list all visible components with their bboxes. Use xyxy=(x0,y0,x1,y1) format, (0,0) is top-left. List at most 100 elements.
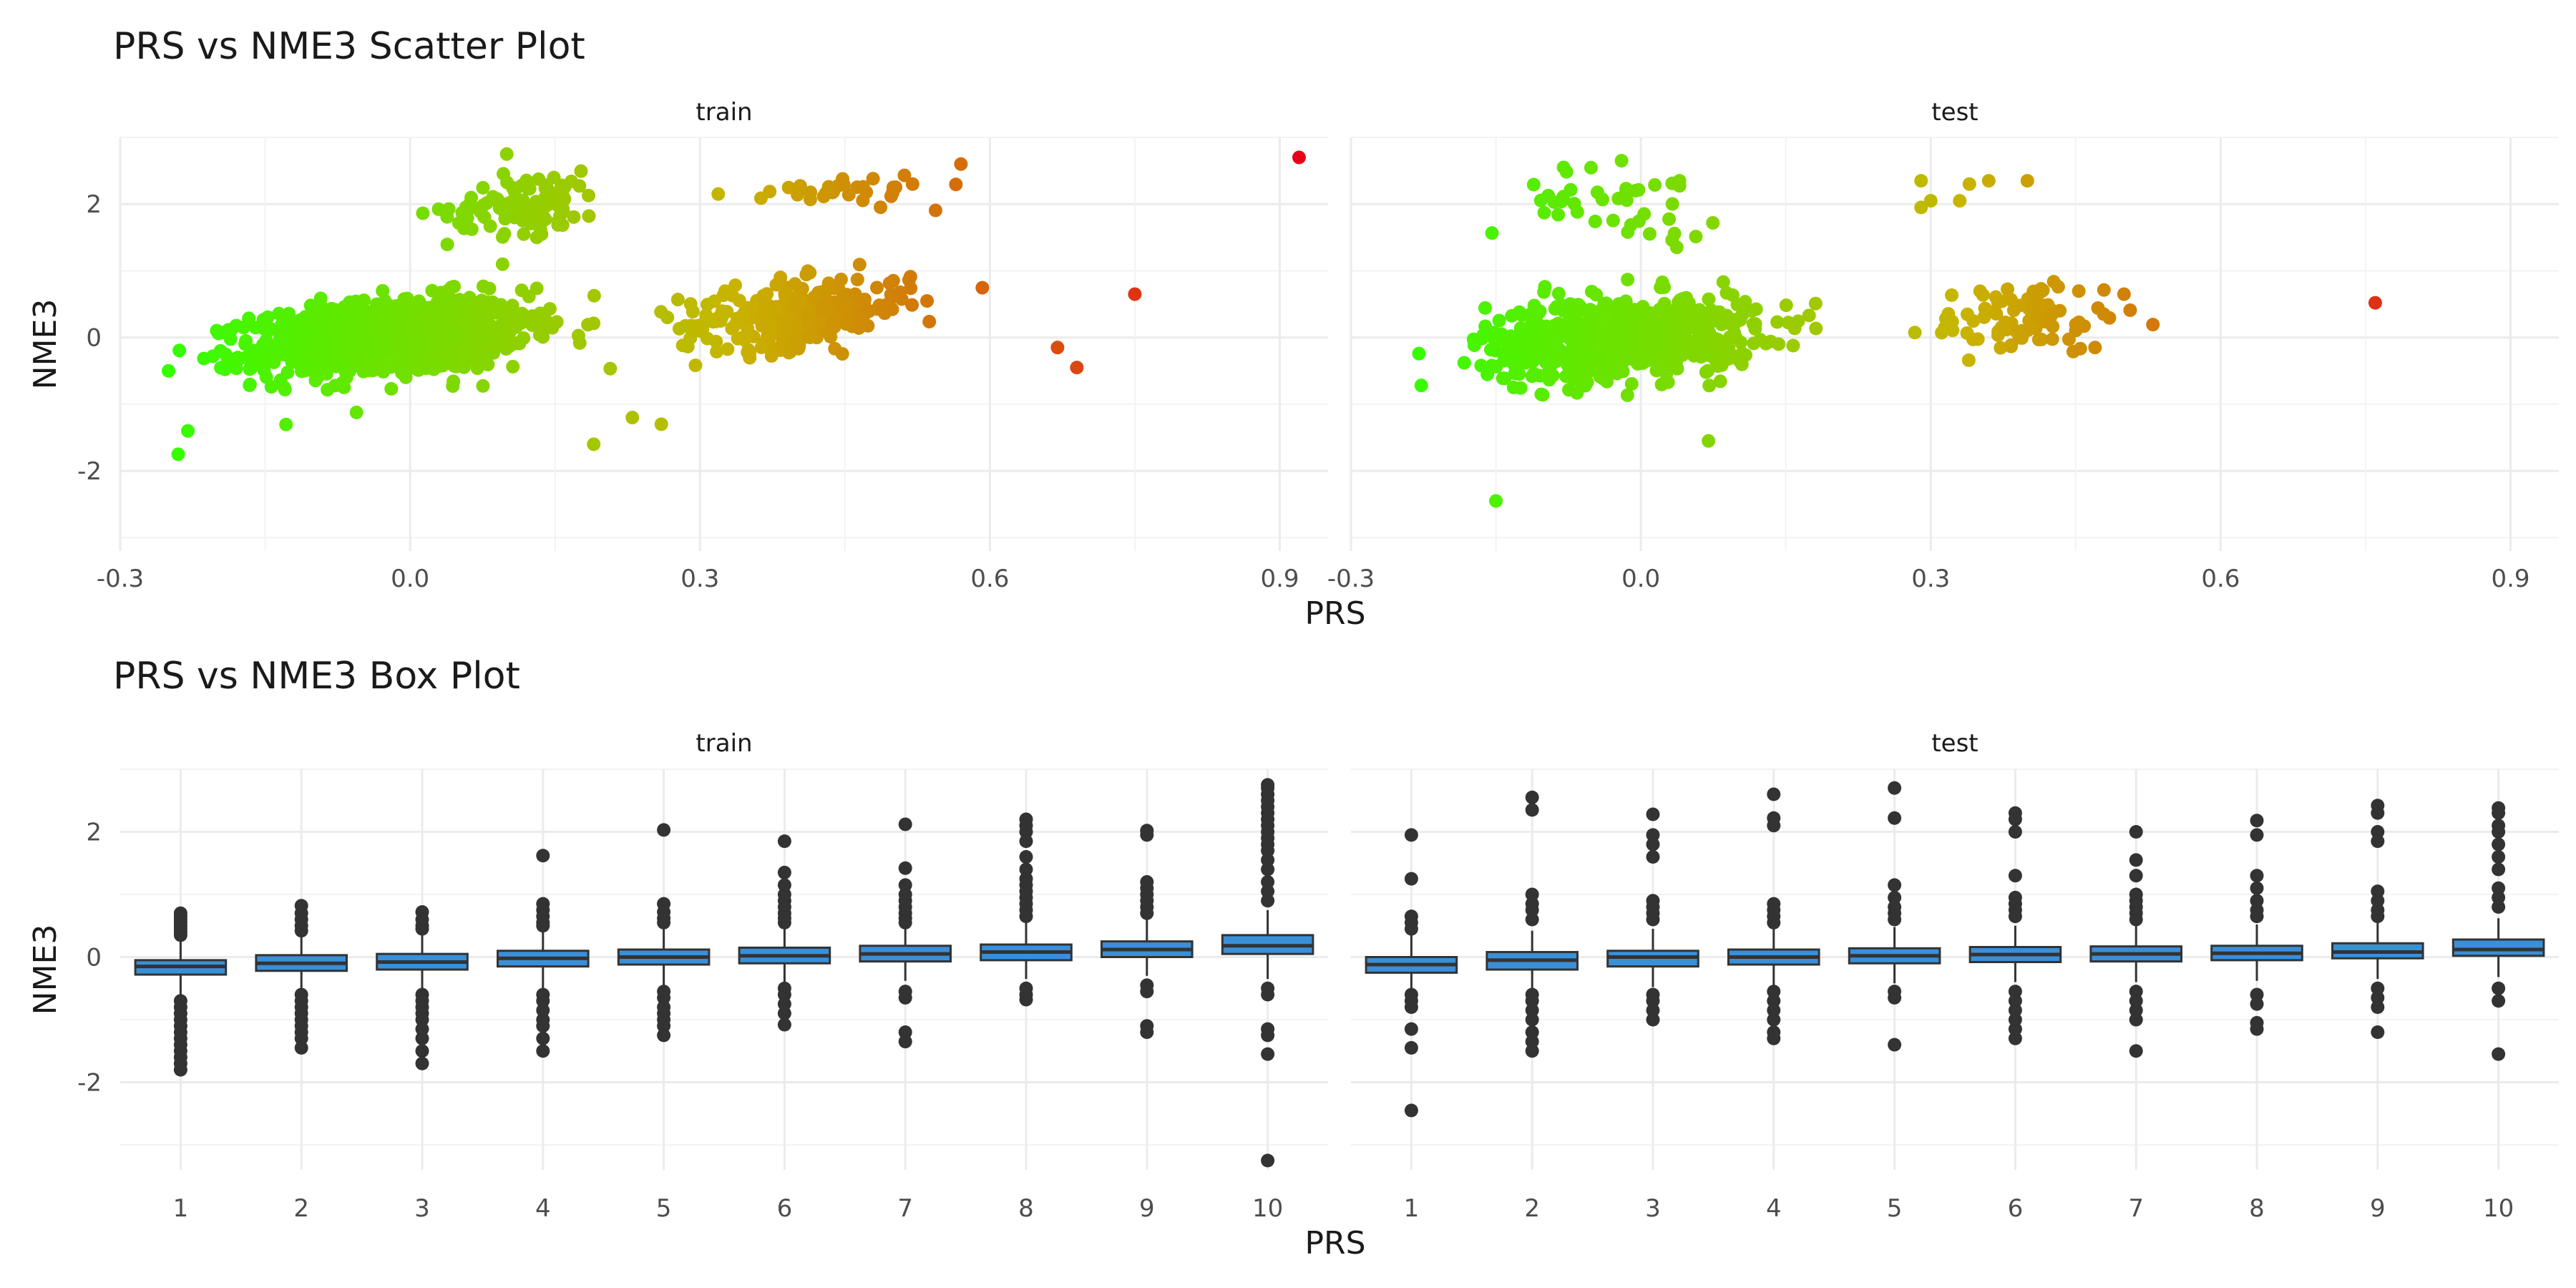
scatter-point xyxy=(1659,353,1674,367)
scatter-point xyxy=(1672,174,1687,188)
scatter-point xyxy=(1474,358,1488,373)
scatter-point xyxy=(1997,322,2011,336)
scatter-point xyxy=(277,380,291,394)
scatter-point xyxy=(172,343,187,358)
box-outlier xyxy=(2250,828,2264,842)
box-outlier xyxy=(2008,1003,2022,1018)
scatter-point xyxy=(497,227,512,241)
scatter-point xyxy=(482,281,497,296)
box-outlier xyxy=(1261,1028,1275,1043)
scatter-point xyxy=(1631,353,1646,368)
x-tick-label: 8 xyxy=(2249,1194,2265,1223)
scatter-point xyxy=(1128,287,1142,301)
box-outlier xyxy=(898,878,912,892)
box-outlier xyxy=(2492,890,2506,904)
scatter-point xyxy=(1050,341,1065,355)
scatter-point xyxy=(1584,160,1598,175)
scatter-point xyxy=(426,351,441,365)
scatter-point xyxy=(392,307,406,321)
scatter-point xyxy=(1713,374,1727,389)
y-tick-label: 0 xyxy=(86,324,102,353)
box-outlier xyxy=(1525,1025,1539,1039)
box-outlier xyxy=(1767,1013,1781,1027)
box-outlier xyxy=(1261,884,1275,899)
scatter-point xyxy=(1604,345,1619,359)
scatter-point xyxy=(683,297,698,311)
scatter-point xyxy=(384,381,399,396)
scatter-point xyxy=(1729,331,1743,345)
x-tick-label: 0.9 xyxy=(1260,565,1299,593)
scatter-point xyxy=(1521,338,1535,352)
x-tick-label: 2 xyxy=(293,1194,309,1223)
box-outlier xyxy=(2492,850,2506,864)
box-outlier xyxy=(415,922,429,936)
box-outlier xyxy=(1888,912,1902,927)
scatter-point xyxy=(701,331,715,346)
box-outlier xyxy=(173,1063,187,1077)
box-4 xyxy=(1727,787,1820,1045)
box-outlier xyxy=(657,823,671,837)
box-outlier xyxy=(2250,869,2264,883)
scatter-point xyxy=(1738,295,1752,309)
x-tick-label: 0.0 xyxy=(1621,565,1660,593)
scatter-point xyxy=(343,295,357,309)
scatter-point xyxy=(1662,212,1677,226)
scatter-point xyxy=(313,352,328,366)
scatter-point xyxy=(1498,371,1512,386)
box-outlier xyxy=(1019,825,1033,839)
scatter-point xyxy=(1617,333,1631,347)
scatter-point xyxy=(850,273,864,287)
scatter-point xyxy=(1719,286,1734,300)
box-outlier xyxy=(2008,985,2022,999)
box-1 xyxy=(134,906,228,1077)
scatter-point xyxy=(1601,362,1616,376)
panel-strip-label: test xyxy=(1931,98,1978,127)
scatter-point xyxy=(259,370,273,384)
scatter-point xyxy=(804,185,818,200)
scatter-point xyxy=(1772,337,1786,351)
box-outlier xyxy=(2371,1025,2385,1039)
box-outlier xyxy=(536,1031,550,1045)
x-tick-label: -0.3 xyxy=(1327,565,1375,593)
scatter-point xyxy=(1781,316,1795,330)
scatter-point xyxy=(2004,339,2019,353)
box-outlier xyxy=(1888,990,1902,1005)
box-outlier xyxy=(1646,837,1660,852)
box-outlier xyxy=(1140,906,1154,920)
scatter-point xyxy=(1669,240,1684,255)
scatter-point xyxy=(219,347,233,361)
x-tick-label: 0.6 xyxy=(2201,565,2240,593)
scatter-point xyxy=(1595,192,1609,206)
scatter-point xyxy=(2020,174,2034,188)
box-outlier xyxy=(2492,837,2506,852)
scatter-point xyxy=(1583,349,1597,364)
box-outlier xyxy=(2492,1047,2506,1061)
scatter-point xyxy=(1706,215,1720,230)
scatter-point xyxy=(1649,314,1664,328)
scatter-point xyxy=(1512,367,1526,381)
scatter-point xyxy=(1614,154,1629,168)
scatter-point xyxy=(1619,182,1633,196)
scatter-point xyxy=(2015,331,2029,345)
scatter-point xyxy=(474,331,489,346)
scatter-point xyxy=(852,258,867,272)
scatter-point xyxy=(1994,341,2008,355)
chart-title: PRS vs NME3 Scatter Plot xyxy=(113,25,585,68)
scatter-point xyxy=(2045,332,2059,346)
scatter-point xyxy=(242,311,256,326)
box-outlier xyxy=(1261,1047,1275,1061)
box-outlier xyxy=(415,1013,429,1027)
scatter-point xyxy=(506,359,520,374)
scatter-point xyxy=(836,172,850,186)
scatter-point xyxy=(2044,308,2059,322)
box-outlier xyxy=(536,994,550,1008)
scatter-point xyxy=(741,321,755,336)
scatter-point xyxy=(710,344,724,358)
box-outlier xyxy=(1525,1044,1539,1058)
scatter-point xyxy=(1680,333,1694,347)
scatter-point xyxy=(801,264,815,278)
x-tick-label: 1 xyxy=(173,1194,189,1223)
box-outlier xyxy=(2129,1044,2143,1058)
scatter-point xyxy=(802,309,816,323)
